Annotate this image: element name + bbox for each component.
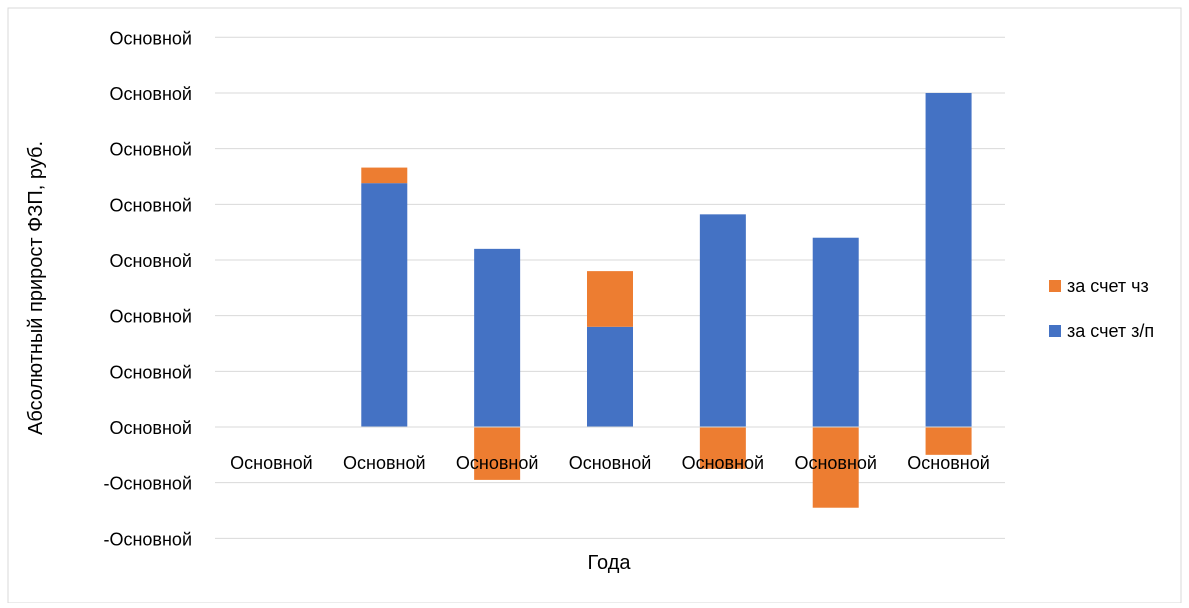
y-tick-label: -Основной [103, 529, 192, 549]
bar-segment-chz [474, 427, 521, 480]
x-tick-label: Основной [343, 453, 426, 473]
bar-segment-zp [474, 248, 521, 427]
bar-segment-chz [812, 427, 859, 508]
legend-label: за счет з/п [1067, 321, 1154, 341]
x-tick-label: Основной [569, 453, 652, 473]
y-tick-label: Основной [109, 28, 192, 48]
bar-segment-zp [587, 326, 633, 427]
legend-label: за счет чз [1067, 276, 1149, 296]
x-tick-label: Основной [456, 453, 539, 473]
y-tick-label: -Основной [103, 474, 192, 494]
bars [215, 92, 1005, 508]
y-tick-label: Основной [109, 251, 192, 271]
gridlines [215, 36, 1005, 539]
x-axis-tick-labels: Основной Основной Основной Основной Основной… [230, 453, 990, 473]
bar-segment-zp [699, 214, 746, 427]
bar-segment-chz [925, 427, 972, 455]
x-tick-label: Основной [794, 453, 877, 473]
y-tick-label: Основной [109, 195, 192, 215]
y-tick-label: Основной [109, 140, 192, 160]
y-tick-label: Основной [109, 418, 192, 438]
y-tick-label: Основной [109, 84, 192, 104]
bar-segment-chz [699, 427, 746, 469]
x-tick-label: Основной [682, 453, 765, 473]
legend-swatch [1049, 325, 1061, 337]
bar-segment-zp [925, 92, 972, 427]
bar-segment-zp [812, 237, 859, 427]
bar-segment-chz [361, 167, 408, 184]
x-axis-label: Года [588, 552, 632, 574]
y-axis-tick-labels: -Основной -Основной Основной Основной Основн… [103, 28, 192, 549]
y-axis-label: Абсолютный прирост ФЗП, руб. [25, 141, 47, 435]
bar-segment-zp [361, 183, 408, 427]
legend: за счет чз за счет з/п [1049, 276, 1154, 341]
legend-swatch [1049, 280, 1061, 292]
bar-segment-chz [587, 271, 633, 327]
x-tick-label: Основной [230, 453, 313, 473]
x-tick-label: Основной [907, 453, 990, 473]
y-tick-label: Основной [109, 362, 192, 382]
y-tick-label: Основной [109, 307, 192, 327]
